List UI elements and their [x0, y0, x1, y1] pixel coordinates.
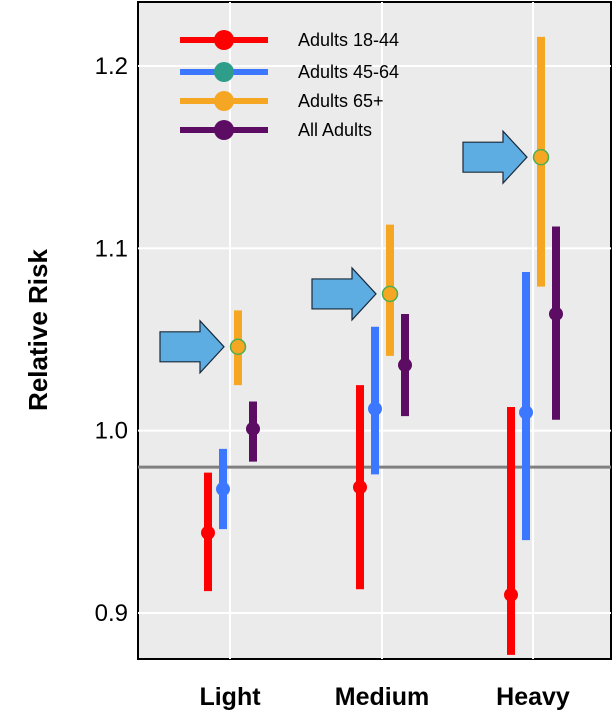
y-tick-label: 1.0 — [95, 418, 128, 445]
legend-marker — [214, 30, 234, 50]
point-estimate — [398, 358, 412, 373]
grid-lines — [138, 2, 611, 659]
point-estimate — [216, 482, 230, 497]
legend-marker — [214, 62, 234, 82]
point-estimate — [201, 525, 215, 540]
y-tick-label: 1.1 — [95, 235, 128, 262]
legend-label: Adults 18-44 — [298, 30, 399, 50]
point-estimate — [504, 587, 518, 602]
legend: Adults 18-44 Adults 45-64 Adults 65+ All Ad… — [180, 30, 399, 140]
arrow-medium — [311, 266, 377, 322]
legend-label: All Adults — [298, 120, 372, 140]
legend-label: Adults 65+ — [298, 91, 384, 111]
point-estimate — [381, 285, 399, 303]
arrow-heavy — [462, 129, 528, 185]
highlight-arrows — [159, 129, 528, 375]
legend-label: Adults 45-64 — [298, 62, 399, 82]
point-estimate — [368, 401, 382, 416]
legend-marker — [214, 91, 234, 111]
y-tick-labels: 0.9 1.0 1.1 1.2 — [95, 53, 128, 627]
arrow-light — [159, 319, 225, 375]
point-estimate — [246, 421, 260, 436]
x-category-label: Light — [199, 683, 261, 711]
x-category-labels: Light Medium Heavy — [199, 683, 569, 711]
x-category-label: Heavy — [496, 683, 570, 711]
x-category-label: Medium — [335, 683, 429, 711]
y-tick-label: 1.2 — [95, 53, 128, 80]
point-estimate — [532, 148, 550, 166]
point-estimate — [519, 405, 533, 420]
point-estimate — [549, 306, 563, 321]
legend-marker — [214, 120, 234, 140]
point-estimate — [229, 338, 247, 356]
point-estimate — [353, 480, 367, 495]
y-tick-label: 0.9 — [95, 600, 128, 627]
point-estimates — [201, 148, 563, 602]
y-axis-label: Relative Risk — [23, 249, 53, 411]
